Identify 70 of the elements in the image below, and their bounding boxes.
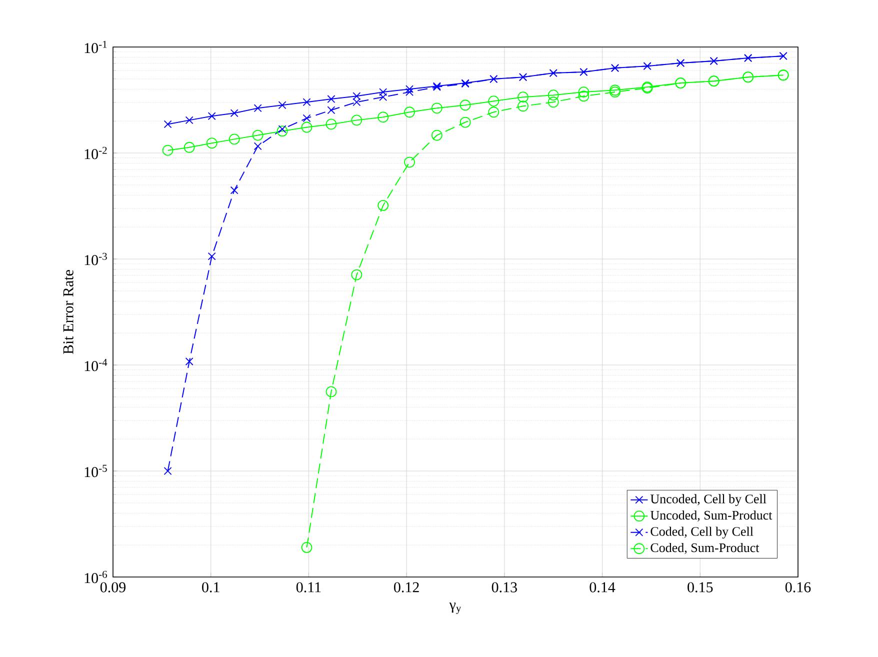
point xyxy=(327,106,336,114)
point xyxy=(276,126,288,137)
point xyxy=(208,252,216,260)
point xyxy=(404,156,415,168)
point xyxy=(431,130,442,141)
point xyxy=(278,125,286,134)
x-tick-label: 0.09 xyxy=(100,582,126,592)
y-axis-title: Bit Error Rate xyxy=(63,270,74,354)
y-tick-label: 10$^{-4}$ xyxy=(84,358,108,372)
point xyxy=(254,142,262,150)
point xyxy=(254,104,262,112)
point xyxy=(252,130,264,141)
x-tick-label: 0.15 xyxy=(688,582,713,592)
point xyxy=(379,93,388,102)
point xyxy=(518,100,528,112)
point xyxy=(351,269,362,280)
point xyxy=(578,90,590,102)
point xyxy=(302,98,311,106)
legend-label: Uncoded, Cell by Cell xyxy=(650,494,766,506)
point xyxy=(162,144,174,156)
point xyxy=(326,118,337,130)
point xyxy=(351,114,362,126)
point xyxy=(230,186,238,194)
point xyxy=(460,100,471,111)
point xyxy=(431,102,442,114)
point xyxy=(352,98,361,106)
point xyxy=(278,101,286,110)
point xyxy=(379,88,388,96)
point xyxy=(185,116,194,124)
point xyxy=(184,142,195,153)
point xyxy=(228,134,240,145)
x-tick-label: 0.11 xyxy=(296,582,321,592)
point xyxy=(488,106,500,118)
point xyxy=(185,357,194,366)
point xyxy=(164,467,172,475)
x-tick-label: 0.1 xyxy=(202,582,220,592)
y-tick-label: 10$^{-6}$ xyxy=(84,570,107,584)
legend-label: Uncoded, Sum-Product xyxy=(650,510,772,522)
point xyxy=(206,138,218,149)
y-tick-label: 10$^{-2}$ xyxy=(84,146,107,160)
y-tick-label: 10$^{-1}$ xyxy=(84,40,107,54)
point xyxy=(302,114,311,122)
point xyxy=(488,96,500,107)
y-tick-label: 10$^{-5}$ xyxy=(84,464,107,478)
point xyxy=(301,122,312,133)
point xyxy=(548,90,559,101)
legend-label: Coded, Cell by Cell xyxy=(650,526,754,539)
y-tick-label: 10$^{-3}$ xyxy=(84,252,107,266)
point xyxy=(352,92,361,100)
point xyxy=(406,85,414,94)
point xyxy=(460,116,471,128)
point xyxy=(404,106,415,118)
point xyxy=(208,112,216,120)
point xyxy=(518,92,528,103)
point xyxy=(406,88,414,96)
legend-label: Coded, Sum-Product xyxy=(650,542,760,554)
x-tick-label: 0.16 xyxy=(785,582,811,592)
point xyxy=(164,120,172,128)
x-tick-label: 0.13 xyxy=(492,582,517,592)
point xyxy=(327,95,336,104)
x-tick-label: 0.14 xyxy=(590,582,616,592)
point xyxy=(301,542,312,553)
point xyxy=(578,86,590,98)
point xyxy=(378,112,389,123)
x-tick-label: 0.12 xyxy=(394,582,419,592)
point xyxy=(548,96,559,108)
point xyxy=(378,200,389,211)
point xyxy=(326,386,337,398)
x-axis-title: γ$_{y}$ xyxy=(449,602,462,614)
point xyxy=(230,109,238,118)
